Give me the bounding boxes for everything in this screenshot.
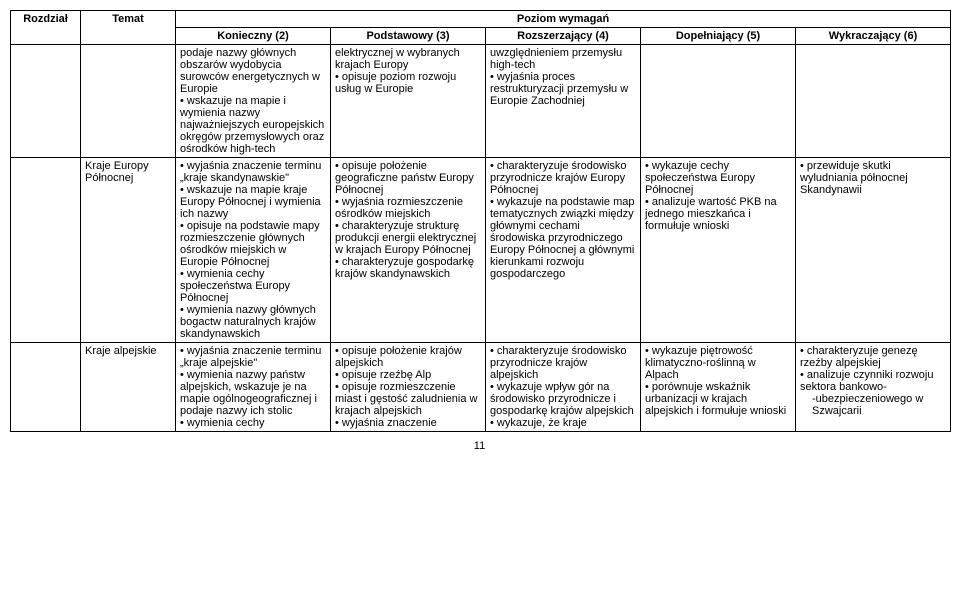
header-rozdzial: Rozdział <box>11 11 81 45</box>
cell-temat: Kraje Europy Północnej <box>81 158 176 343</box>
cell-level-4: • przewiduje skutki wyludniania północne… <box>796 158 951 343</box>
bullet-item: • wyjaśnia rozmieszczenie ośrodków miejs… <box>335 196 481 220</box>
bullet-item: • charakteryzuje genezę rzeźby alpejskie… <box>800 345 946 369</box>
bullet-item: • wyjaśnia znaczenie terminu „kraje alpe… <box>180 345 326 369</box>
cell-level-0: podaje nazwy głównych obszarów wydobycia… <box>176 45 331 158</box>
cell-level-1: elektrycznej w wybranych krajach Europy•… <box>331 45 486 158</box>
header-level-0: Konieczny (2) <box>176 28 331 45</box>
bullet-item: • opisuje położenie geograficzne państw … <box>335 160 481 196</box>
cell-level-2: • charakteryzuje środowisko przyrodnicze… <box>486 343 641 432</box>
cell-level-0: • wyjaśnia znaczenie terminu „kraje alpe… <box>176 343 331 432</box>
bullet-item: • analizuje czynniki rozwoju sektora ban… <box>800 369 946 393</box>
bullet-item: • porównuje wskaźnik urbanizacji w kraja… <box>645 381 791 417</box>
header-level-3: Dopełniający (5) <box>641 28 796 45</box>
bullet-item: • opisuje poziom rozwoju usług w Europie <box>335 71 481 95</box>
bullet-item: • charakteryzuje gospodarkę krajów skand… <box>335 256 481 280</box>
cell-level-4: • charakteryzuje genezę rzeźby alpejskie… <box>796 343 951 432</box>
bullet-item: • charakteryzuje środowisko przyrodnicze… <box>490 345 636 381</box>
header-poziom: Poziom wymagań <box>176 11 951 28</box>
bullet-item: • opisuje rozmieszczenie miast i gęstość… <box>335 381 481 417</box>
bullet-item: • charakteryzuje środowisko przyrodnicze… <box>490 160 636 196</box>
cell-rozdzial <box>11 343 81 432</box>
header-level-2: Rozszerzający (4) <box>486 28 641 45</box>
page-number: 11 <box>10 440 949 452</box>
bullet-item: • wykazuje, że kraje <box>490 417 636 429</box>
cell-level-1: • opisuje położenie krajów alpejskich• o… <box>331 343 486 432</box>
cell-level-0: • wyjaśnia znaczenie terminu „kraje skan… <box>176 158 331 343</box>
continuation-text: elektrycznej w wybranych krajach Europy <box>335 47 481 71</box>
header-level-4: Wykraczający (6) <box>796 28 951 45</box>
cell-level-2: uwzględnieniem przemysłu high-tech• wyja… <box>486 45 641 158</box>
bullet-item: • charakteryzuje strukturę produkcji ene… <box>335 220 481 256</box>
cell-level-3 <box>641 45 796 158</box>
header-level-1: Podstawowy (3) <box>331 28 486 45</box>
header-row-1: Rozdział Temat Poziom wymagań <box>11 11 951 28</box>
continuation-line: -ubezpieczeniowego w Szwajcarii <box>800 393 946 417</box>
cell-level-4 <box>796 45 951 158</box>
bullet-item: • wyjaśnia znaczenie <box>335 417 481 429</box>
cell-rozdzial <box>11 45 81 158</box>
cell-rozdzial <box>11 158 81 343</box>
continuation-text: podaje nazwy głównych obszarów wydobycia… <box>180 47 326 95</box>
bullet-item: • wykazuje na podstawie map tematycznych… <box>490 196 636 280</box>
cell-temat: Kraje alpejskie <box>81 343 176 432</box>
bullet-item: • wskazuje na mapie i wymienia nazwy naj… <box>180 95 326 155</box>
table-row: Kraje Europy Północnej• wyjaśnia znaczen… <box>11 158 951 343</box>
bullet-item: • wymienia nazwy państw alpejskich, wska… <box>180 369 326 417</box>
bullet-item: • wyjaśnia znaczenie terminu „kraje skan… <box>180 160 326 184</box>
cell-level-1: • opisuje położenie geograficzne państw … <box>331 158 486 343</box>
table-row: Kraje alpejskie• wyjaśnia znaczenie term… <box>11 343 951 432</box>
table-body: podaje nazwy głównych obszarów wydobycia… <box>11 45 951 432</box>
cell-level-3: • wykazuje piętrowość klimatyczno-roślin… <box>641 343 796 432</box>
bullet-item: • wskazuje na mapie kraje Europy Północn… <box>180 184 326 220</box>
bullet-item: • analizuje wartość PKB na jednego miesz… <box>645 196 791 232</box>
bullet-item: • wykazuje piętrowość klimatyczno-roślin… <box>645 345 791 381</box>
bullet-item: • wymienia cechy społeczeństwa Europy Pó… <box>180 268 326 304</box>
bullet-item: • wyjaśnia proces restrukturyzacji przem… <box>490 71 636 107</box>
header-temat: Temat <box>81 11 176 45</box>
bullet-item: • wykazuje wpływ gór na środowisko przyr… <box>490 381 636 417</box>
cell-temat <box>81 45 176 158</box>
bullet-item: • opisuje rzeźbę Alp <box>335 369 481 381</box>
requirements-table: Rozdział Temat Poziom wymagań Konieczny … <box>10 10 951 432</box>
cell-level-3: • wykazuje cechy społeczeństwa Europy Pó… <box>641 158 796 343</box>
bullet-item: • wymienia nazwy głównych bogactw natura… <box>180 304 326 340</box>
bullet-item: • wymienia cechy <box>180 417 326 429</box>
continuation-text: uwzględnieniem przemysłu high-tech <box>490 47 636 71</box>
bullet-item: • przewiduje skutki wyludniania północne… <box>800 160 946 196</box>
cell-level-2: • charakteryzuje środowisko przyrodnicze… <box>486 158 641 343</box>
bullet-item: • opisuje położenie krajów alpejskich <box>335 345 481 369</box>
bullet-item: • opisuje na podstawie mapy rozmieszczen… <box>180 220 326 268</box>
table-row: podaje nazwy głównych obszarów wydobycia… <box>11 45 951 158</box>
bullet-item: • wykazuje cechy społeczeństwa Europy Pó… <box>645 160 791 196</box>
